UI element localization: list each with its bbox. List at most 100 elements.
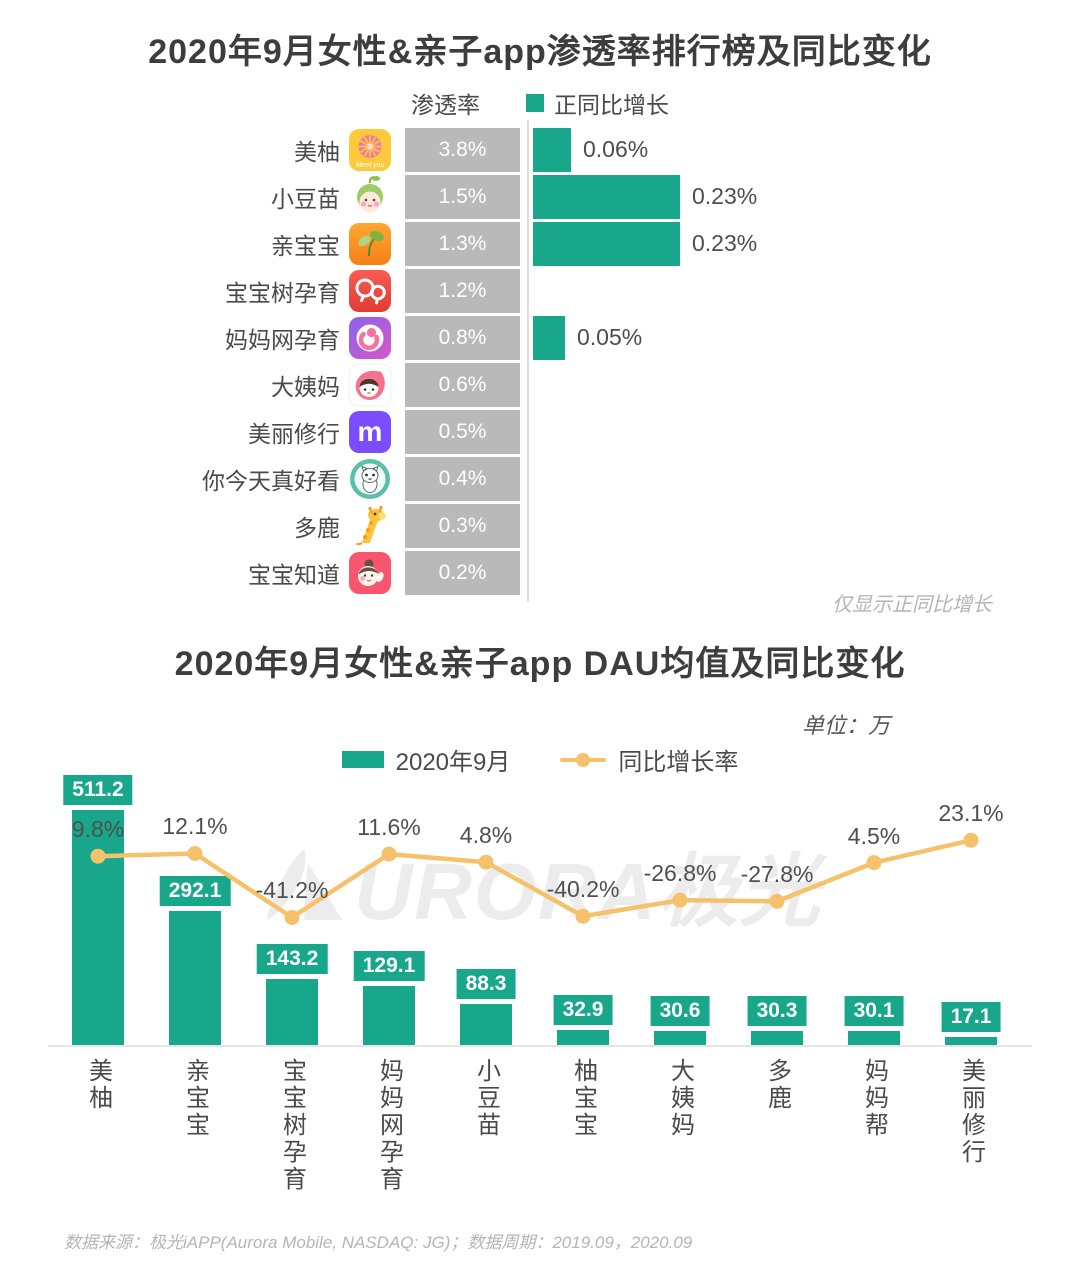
growth-line-legend-swatch [560, 751, 607, 769]
penetration-value: 3.8% [438, 137, 487, 161]
dau-bar [266, 979, 318, 1045]
x-axis-app-label: 亲宝宝 [181, 1058, 209, 1139]
chart2-x-axis-line [48, 1045, 1032, 1047]
meilixiuxing-app-icon: m [348, 410, 392, 454]
svg-text:m: m [358, 416, 383, 447]
dau-bar [557, 1030, 609, 1045]
positive-yoy-legend-swatch [526, 94, 544, 112]
growth-line-point [866, 855, 882, 871]
penetration-bar: 1.2% [405, 268, 520, 313]
penetration-bar: 0.6% [405, 362, 520, 407]
penetration-ranking-chart: 美柚 Meet you 3.8% 0.06% 小豆苗 1.5% 0.23% 亲宝宝 1.3% 0.… [0, 126, 1080, 596]
chart1-note: 仅显示正同比增长 [832, 594, 992, 616]
growth-value-label: 11.6% [357, 814, 421, 840]
dau-value-label: 30.1 [844, 996, 904, 1026]
positive-yoy-bar [533, 174, 680, 219]
x-axis-app-label: 宝宝树孕育 [278, 1058, 306, 1193]
mamawang-yunyu-app-icon [348, 316, 392, 360]
meiyou-app-icon: Meet you [348, 128, 392, 172]
dau-bar [363, 986, 415, 1045]
chart2-x-labels: 美柚 亲宝宝 宝宝树孕育 妈妈网孕育 小豆苗 柚宝宝 大姨妈 多鹿 妈妈帮 美丽修行 [0, 1058, 1080, 1223]
dau-value-label: 292.1 [159, 876, 231, 906]
penetration-bar: 0.8% [405, 315, 520, 360]
chart1-row: 小豆苗 1.5% 0.23% [0, 173, 1080, 220]
growth-line-point [963, 832, 979, 848]
chart1-row: 宝宝知道 0.2% [0, 549, 1080, 596]
x-axis-app-label: 美柚 [84, 1058, 112, 1112]
yoy-bar-area: 0.23% [533, 174, 757, 219]
dau-value-label: 17.1 [941, 1002, 1001, 1032]
app-name-label: 多鹿 [294, 514, 340, 541]
dau-bar-legend-label: 2020年9月 [395, 749, 511, 776]
chart1-row: 妈妈网孕育 0.8% 0.05% [0, 314, 1080, 361]
x-axis-app-label: 多鹿 [763, 1058, 791, 1112]
chart1-row: 亲宝宝 1.3% 0.23% [0, 220, 1080, 267]
dau-bar [654, 1031, 706, 1045]
growth-value-label: 9.8% [71, 816, 125, 842]
x-axis-app-label: 妈妈网孕育 [375, 1058, 403, 1193]
chart1-row: 宝宝树孕育 1.2% [0, 267, 1080, 314]
penetration-bar: 1.5% [405, 174, 520, 219]
penetration-bar: 3.8% [405, 127, 520, 172]
positive-yoy-bar [533, 315, 565, 360]
app-name-label: 宝宝树孕育 [225, 279, 340, 306]
dau-bar [945, 1037, 997, 1045]
qinbaobao-app-icon [348, 222, 392, 266]
penetration-bar: 0.5% [405, 409, 520, 454]
app-name-label: 你今天真好看 [202, 467, 340, 494]
growth-line-legend-label: 同比增长率 [618, 749, 739, 776]
penetration-bar: 0.4% [405, 456, 520, 501]
penetration-bar: 1.3% [405, 221, 520, 266]
penetration-value: 1.3% [438, 231, 487, 255]
yoy-value: 0.06% [583, 136, 649, 162]
nijintianzhenhaokan-app-icon [348, 457, 392, 501]
growth-value-label: -27.8% [740, 861, 814, 887]
baobaozhidao-app-icon [348, 551, 392, 595]
dau-value-label: 30.6 [650, 996, 710, 1026]
penetration-value: 0.8% [438, 325, 487, 349]
yoy-bar-area: 0.06% [533, 127, 649, 172]
dau-value-label: 511.2 [63, 775, 133, 805]
yoy-bar-area: 0.23% [533, 221, 758, 266]
app-name-label: 亲宝宝 [271, 232, 340, 259]
app-name-label: 小豆苗 [271, 185, 340, 212]
chart1-row: 美柚 Meet you 3.8% 0.06% [0, 126, 1080, 173]
yoy-value: 0.23% [692, 230, 758, 256]
yoy-bar-area: 0.05% [533, 315, 643, 360]
growth-line-point [187, 845, 203, 861]
growth-value-label: -26.8% [643, 860, 717, 886]
positive-yoy-bar [533, 221, 680, 266]
dau-combo-chart: URORA极光 511.2 292.1 143.2 129.1 88.3 32.9 30.6… [0, 772, 1080, 1047]
x-axis-app-label: 大姨妈 [666, 1058, 694, 1139]
app-name-label: 妈妈网孕育 [225, 326, 340, 353]
baobaoshu-yunyu-app-icon [348, 269, 392, 313]
penetration-value: 0.2% [438, 560, 487, 584]
growth-value-label: -41.2% [255, 877, 329, 903]
xiaodoumiao-app-icon [348, 175, 392, 219]
penetration-bar: 0.2% [405, 550, 520, 595]
dau-value-label: 32.9 [553, 995, 613, 1025]
x-axis-app-label: 小豆苗 [472, 1058, 500, 1139]
yoy-value: 0.05% [577, 324, 643, 350]
duolu-app-icon [348, 504, 392, 548]
positive-yoy-legend-label: 正同比增长 [554, 92, 669, 118]
data-source-note: 数据来源：极光iAPP(Aurora Mobile, NASDAQ: JG)；数… [64, 1233, 693, 1252]
penetration-value: 0.6% [438, 372, 487, 396]
chart1-row: 大姨妈 0.6% [0, 361, 1080, 408]
dau-bar [169, 911, 221, 1045]
chart1-title: 2020年9月女性&亲子app渗透率排行榜及同比变化 [148, 33, 932, 71]
chart1-row: 美丽修行 m 0.5% [0, 408, 1080, 455]
dau-value-label: 88.3 [456, 969, 516, 999]
penetration-bar: 0.3% [405, 503, 520, 548]
penetration-value: 1.5% [438, 184, 487, 208]
chart1-axis-line [527, 120, 529, 602]
penetration-value: 0.5% [438, 419, 487, 443]
growth-value-label: 23.1% [938, 800, 1004, 826]
app-name-label: 宝宝知道 [248, 561, 340, 588]
chart1-row: 你今天真好看 0.4% [0, 455, 1080, 502]
growth-value-label: 12.1% [162, 813, 228, 839]
growth-value-label: -40.2% [546, 876, 620, 902]
dau-bar [848, 1031, 900, 1045]
growth-value-label: 4.5% [847, 823, 901, 849]
positive-yoy-bar [533, 127, 571, 172]
